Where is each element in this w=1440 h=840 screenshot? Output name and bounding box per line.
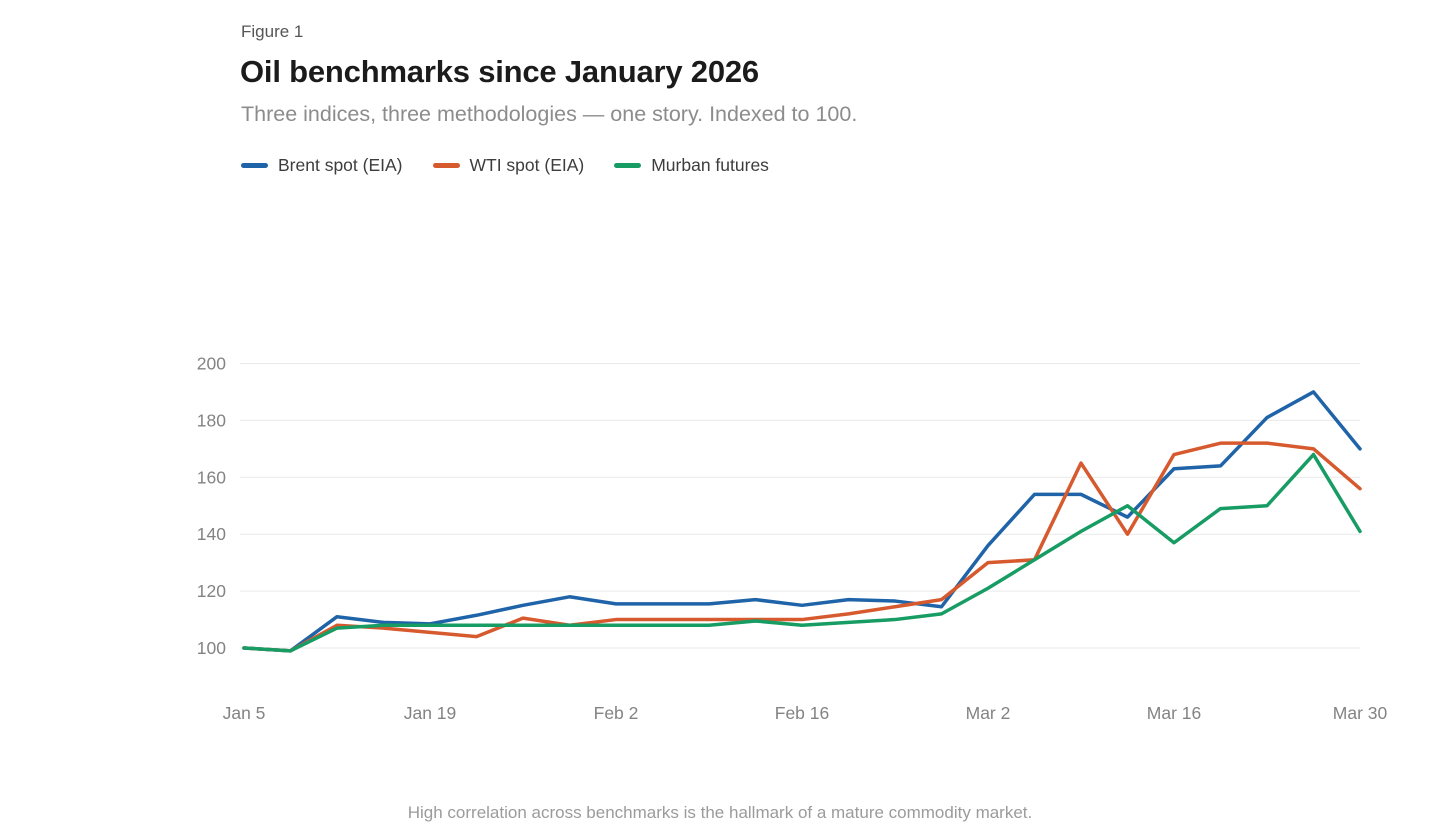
murban-line-swatch-icon: [614, 162, 642, 168]
x-axis-tick-label: Mar 2: [966, 703, 1011, 723]
y-axis-tick-label: 120: [197, 581, 226, 601]
x-axis-tick-label: Feb 16: [775, 703, 829, 723]
x-axis-tick-label: Jan 19: [404, 703, 457, 723]
x-axis-tick-label: Jan 5: [223, 703, 266, 723]
figure-label: Figure 1: [241, 22, 304, 41]
series-line-murban: [242, 452, 1362, 653]
legend-item-murban: Murban futures: [614, 152, 769, 178]
y-axis-tick-label: 180: [197, 410, 226, 430]
chart-legend: Brent spot (EIA) WTI spot (EIA) Murban f…: [241, 152, 769, 178]
legend-item-brent: Brent spot (EIA): [241, 152, 403, 178]
legend-label-murban: Murban futures: [651, 155, 769, 175]
page-title: Oil benchmarks since January 2026: [240, 54, 759, 89]
series-line-wti: [242, 441, 1362, 653]
wti-line-swatch-icon: [432, 162, 460, 168]
series-line-brent: [242, 390, 1362, 653]
y-axis-tick-label: 140: [197, 524, 226, 544]
x-axis-tick-label: Mar 30: [1333, 703, 1388, 723]
legend-label-brent: Brent spot (EIA): [278, 155, 403, 175]
y-axis-tick-label: 100: [197, 638, 226, 658]
x-axis-tick-label: Mar 16: [1147, 703, 1201, 723]
legend-item-wti: WTI spot (EIA): [432, 152, 585, 178]
y-axis-tick-label: 160: [197, 467, 226, 487]
chart-footnote: High correlation across benchmarks is th…: [407, 803, 1033, 822]
legend-label-wti: WTI spot (EIA): [469, 155, 585, 175]
y-axis-tick-label: 200: [197, 354, 226, 374]
x-axis-tick-label: Feb 2: [594, 703, 639, 723]
page-subtitle: Three indices, three methodologies — one…: [241, 102, 858, 126]
brent-line-swatch-icon: [241, 162, 268, 168]
